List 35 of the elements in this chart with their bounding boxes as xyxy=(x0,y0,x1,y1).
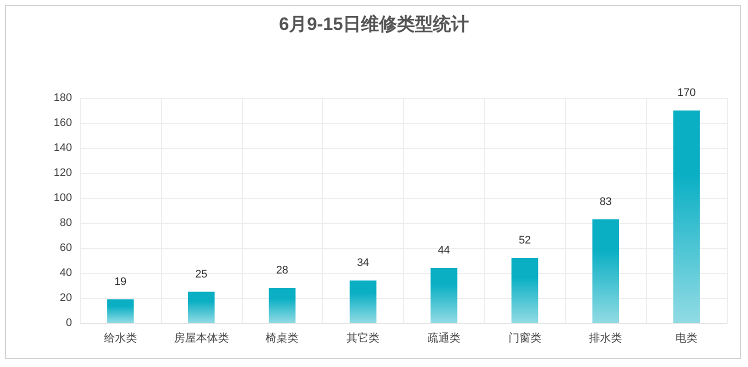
x-tick-label: 椅桌类 xyxy=(266,332,299,344)
data-label: 44 xyxy=(438,244,450,256)
y-tick-label: 160 xyxy=(54,117,72,129)
data-label: 25 xyxy=(195,268,208,280)
bar xyxy=(268,288,296,323)
x-tick-label: 疏通类 xyxy=(427,332,460,344)
x-tick-label: 房屋本体类 xyxy=(174,332,229,344)
bar xyxy=(350,280,376,323)
x-tick-label: 其它类 xyxy=(346,332,380,344)
y-tick-label: 140 xyxy=(54,142,72,154)
chart-title: 6月9-15日维修类型统计 xyxy=(278,14,470,34)
data-label: 34 xyxy=(356,257,370,269)
x-tick-label: 给水类 xyxy=(104,332,137,344)
y-tick-label: 20 xyxy=(60,292,72,304)
y-tick-label: 40 xyxy=(60,267,72,279)
bar xyxy=(673,110,700,323)
y-tick-label: 80 xyxy=(60,217,72,229)
bar xyxy=(430,268,458,323)
y-tick-label: 180 xyxy=(54,92,72,104)
bar xyxy=(511,258,538,323)
data-label: 170 xyxy=(677,87,696,99)
y-tick-label: 60 xyxy=(60,242,72,254)
data-label: 52 xyxy=(518,234,531,246)
data-label: 83 xyxy=(600,196,612,208)
x-tick-label: 排水类 xyxy=(589,332,622,344)
y-tick-label: 120 xyxy=(54,167,72,179)
data-label: 19 xyxy=(114,276,127,288)
bar xyxy=(107,299,134,323)
y-tick-label: 0 xyxy=(66,317,72,329)
bar xyxy=(188,292,215,323)
bar xyxy=(592,219,620,323)
x-tick-label: 门窗类 xyxy=(508,332,542,344)
data-label: 28 xyxy=(276,264,288,276)
x-tick-label: 电类 xyxy=(676,332,698,344)
y-tick-label: 100 xyxy=(54,192,72,204)
